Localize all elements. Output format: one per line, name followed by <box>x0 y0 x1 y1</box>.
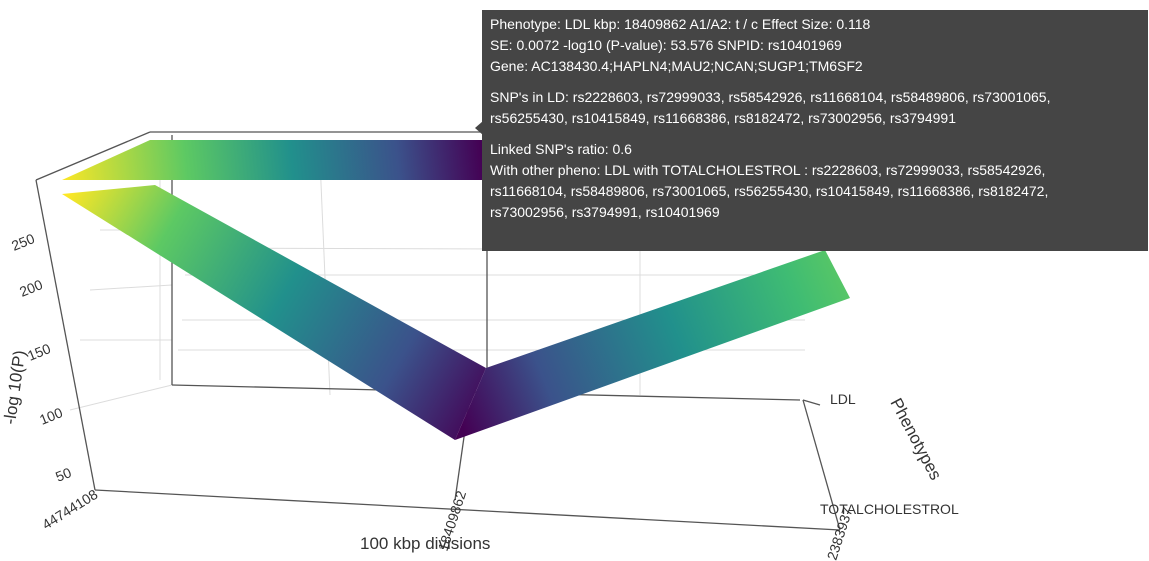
surface-panel-top <box>62 140 487 180</box>
z-tick-label: 100 <box>37 404 65 428</box>
frame-edge <box>35 179 96 491</box>
y-tick-label: LDL <box>830 391 856 407</box>
tooltip-line: Linked SNP's ratio: 0.6 <box>490 141 632 157</box>
surface-panel-left <box>62 185 486 440</box>
x-tick-label: 44744108 <box>39 486 100 533</box>
z-axis: 50 100 150 200 250 -log 10(P) <box>0 230 74 485</box>
tooltip-line: SE: 0.0072 -log10 (P-value): 53.576 SNPI… <box>490 37 842 53</box>
gridline <box>69 384 173 411</box>
z-tick-label: 150 <box>25 340 53 364</box>
y-axis: LDL TOTALCHOLESTROL Phenotypes <box>820 391 959 517</box>
hover-tooltip: Phenotype: LDL kbp: 18409862 A1/A2: t / … <box>482 10 1148 251</box>
z-axis-title: -log 10(P) <box>0 349 29 426</box>
frame-edge <box>94 489 841 531</box>
frame-edge <box>35 131 151 181</box>
tooltip-line: Gene: AC138430.4;HAPLN4;MAU2;NCAN;SUGP1;… <box>490 58 863 74</box>
surface[interactable] <box>62 140 850 440</box>
tooltip-line: rs73002956, rs3794991, rs10401969 <box>490 204 720 220</box>
y-tick-label: TOTALCHOLESTROL <box>820 501 959 517</box>
tooltip-line: Phenotype: LDL kbp: 18409862 A1/A2: t / … <box>490 16 871 32</box>
frame-edge <box>802 399 821 406</box>
y-axis-title: Phenotypes <box>886 395 945 483</box>
tooltip-line: With other pheno: LDL with TOTALCHOLESTR… <box>490 162 1046 178</box>
z-tick-label: 250 <box>9 230 37 254</box>
tooltip-arrow <box>475 121 483 135</box>
tooltip-line: rs11668104, rs58489806, rs73001065, rs56… <box>490 183 1049 199</box>
z-tick-label: 200 <box>17 276 45 300</box>
gridline <box>89 284 173 291</box>
tooltip-line: SNP's in LD: rs2228603, rs72999033, rs58… <box>490 89 1051 105</box>
z-tick-label: 50 <box>53 464 74 485</box>
x-axis-title: 100 kbp divisions <box>360 534 490 553</box>
tooltip-line: rs56255430, rs10415849, rs11668386, rs81… <box>490 110 956 126</box>
surface-panel-right <box>455 250 850 440</box>
x-axis: 44744108 18409862 2383937 100 kbp divisi… <box>39 486 856 561</box>
frame-edge <box>802 399 841 531</box>
